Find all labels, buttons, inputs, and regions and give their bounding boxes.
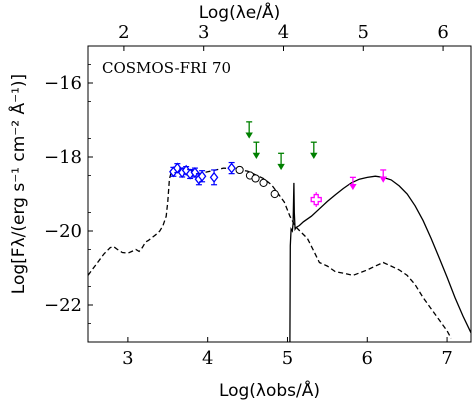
plot-frame: [87, 45, 472, 343]
x-tick-label: 3: [122, 348, 133, 369]
photometry-point: [197, 170, 207, 183]
x-tick-label: 7: [441, 348, 452, 369]
upper-limit-arrow: [277, 152, 285, 171]
x-tick-label: 4: [202, 348, 213, 369]
top-axis-label: Log(λe/Å): [199, 1, 281, 23]
top-tick-label: 6: [437, 22, 448, 43]
photometry-circle: [259, 178, 268, 187]
source-label: COSMOS-FRI 70: [102, 59, 231, 77]
upper-limit-arrow: [379, 169, 387, 183]
y-axis-label: Log[Fλ/(erg s⁻¹ cm⁻² Å⁻¹)]: [7, 74, 29, 294]
x-tick-label: 6: [362, 348, 373, 369]
top-tick-label: 2: [118, 22, 129, 43]
top-tick-label: 4: [278, 22, 289, 43]
y-tick-label: −22: [44, 295, 82, 316]
upper-limit-arrow: [310, 141, 318, 159]
upper-limit-arrow: [349, 176, 357, 191]
y-tick-label: −16: [44, 73, 82, 94]
y-tick-label: −18: [44, 147, 82, 168]
photometry-circle: [235, 165, 244, 175]
upper-limit-arrow: [252, 141, 261, 159]
photometry-point: [209, 169, 219, 186]
top-tick-label: 5: [358, 22, 369, 43]
total-model-line: [289, 175, 471, 342]
photometry-point: [227, 161, 236, 175]
stellar-template-line: [88, 167, 452, 339]
photometry-circle: [270, 189, 279, 199]
top-tick-label: 3: [198, 22, 209, 43]
photometry-point: [181, 164, 191, 176]
x-tick-label: 5: [282, 348, 293, 369]
cross-point: [310, 192, 322, 207]
photometry-circle: [251, 174, 260, 183]
y-tick-label: −20: [44, 221, 82, 242]
x-axis-label: Log(λobs/Å): [219, 379, 320, 401]
upper-limit-arrow: [245, 121, 253, 139]
